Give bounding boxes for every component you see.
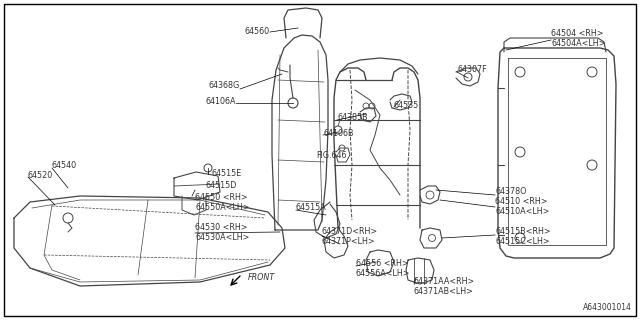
Text: 64556 <RH>: 64556 <RH>	[356, 260, 408, 268]
Text: 64378O: 64378O	[495, 188, 527, 196]
Text: 64510 <RH>: 64510 <RH>	[495, 197, 547, 206]
Text: 64515E: 64515E	[212, 170, 243, 179]
Text: 64530A<LH>: 64530A<LH>	[195, 234, 250, 243]
Text: 64368G: 64368G	[209, 82, 240, 91]
Text: 64515D: 64515D	[205, 180, 236, 189]
Text: 64385B: 64385B	[337, 114, 367, 123]
Text: FRONT: FRONT	[248, 274, 275, 283]
Text: 64371AA<RH>: 64371AA<RH>	[414, 276, 476, 285]
Text: A643001014: A643001014	[583, 303, 632, 312]
Text: 64550A<LH>: 64550A<LH>	[195, 203, 250, 212]
Text: 64535: 64535	[394, 100, 419, 109]
Text: 64550 <RH>: 64550 <RH>	[195, 193, 248, 202]
Text: 64530 <RH>: 64530 <RH>	[195, 223, 248, 233]
Text: 64371AB<LH>: 64371AB<LH>	[414, 286, 474, 295]
Text: 64515C<LH>: 64515C<LH>	[495, 236, 550, 245]
Text: 64520: 64520	[28, 172, 53, 180]
Text: 64515B<RH>: 64515B<RH>	[495, 227, 550, 236]
Text: 64504A<LH>: 64504A<LH>	[551, 39, 605, 49]
Text: 64106B: 64106B	[323, 129, 353, 138]
Text: 64371P<LH>: 64371P<LH>	[322, 237, 376, 246]
Text: 64556A<LH>: 64556A<LH>	[356, 269, 410, 278]
Text: 64540: 64540	[52, 161, 77, 170]
Text: 64560: 64560	[245, 28, 270, 36]
Text: 64510A<LH>: 64510A<LH>	[495, 207, 549, 217]
Text: 64515A: 64515A	[296, 204, 327, 212]
Text: 64307F: 64307F	[457, 66, 486, 75]
Text: 64371D<RH>: 64371D<RH>	[322, 228, 378, 236]
Text: FIG.646: FIG.646	[316, 150, 346, 159]
Text: 64504 <RH>: 64504 <RH>	[551, 29, 604, 38]
Text: 64106A: 64106A	[205, 98, 236, 107]
